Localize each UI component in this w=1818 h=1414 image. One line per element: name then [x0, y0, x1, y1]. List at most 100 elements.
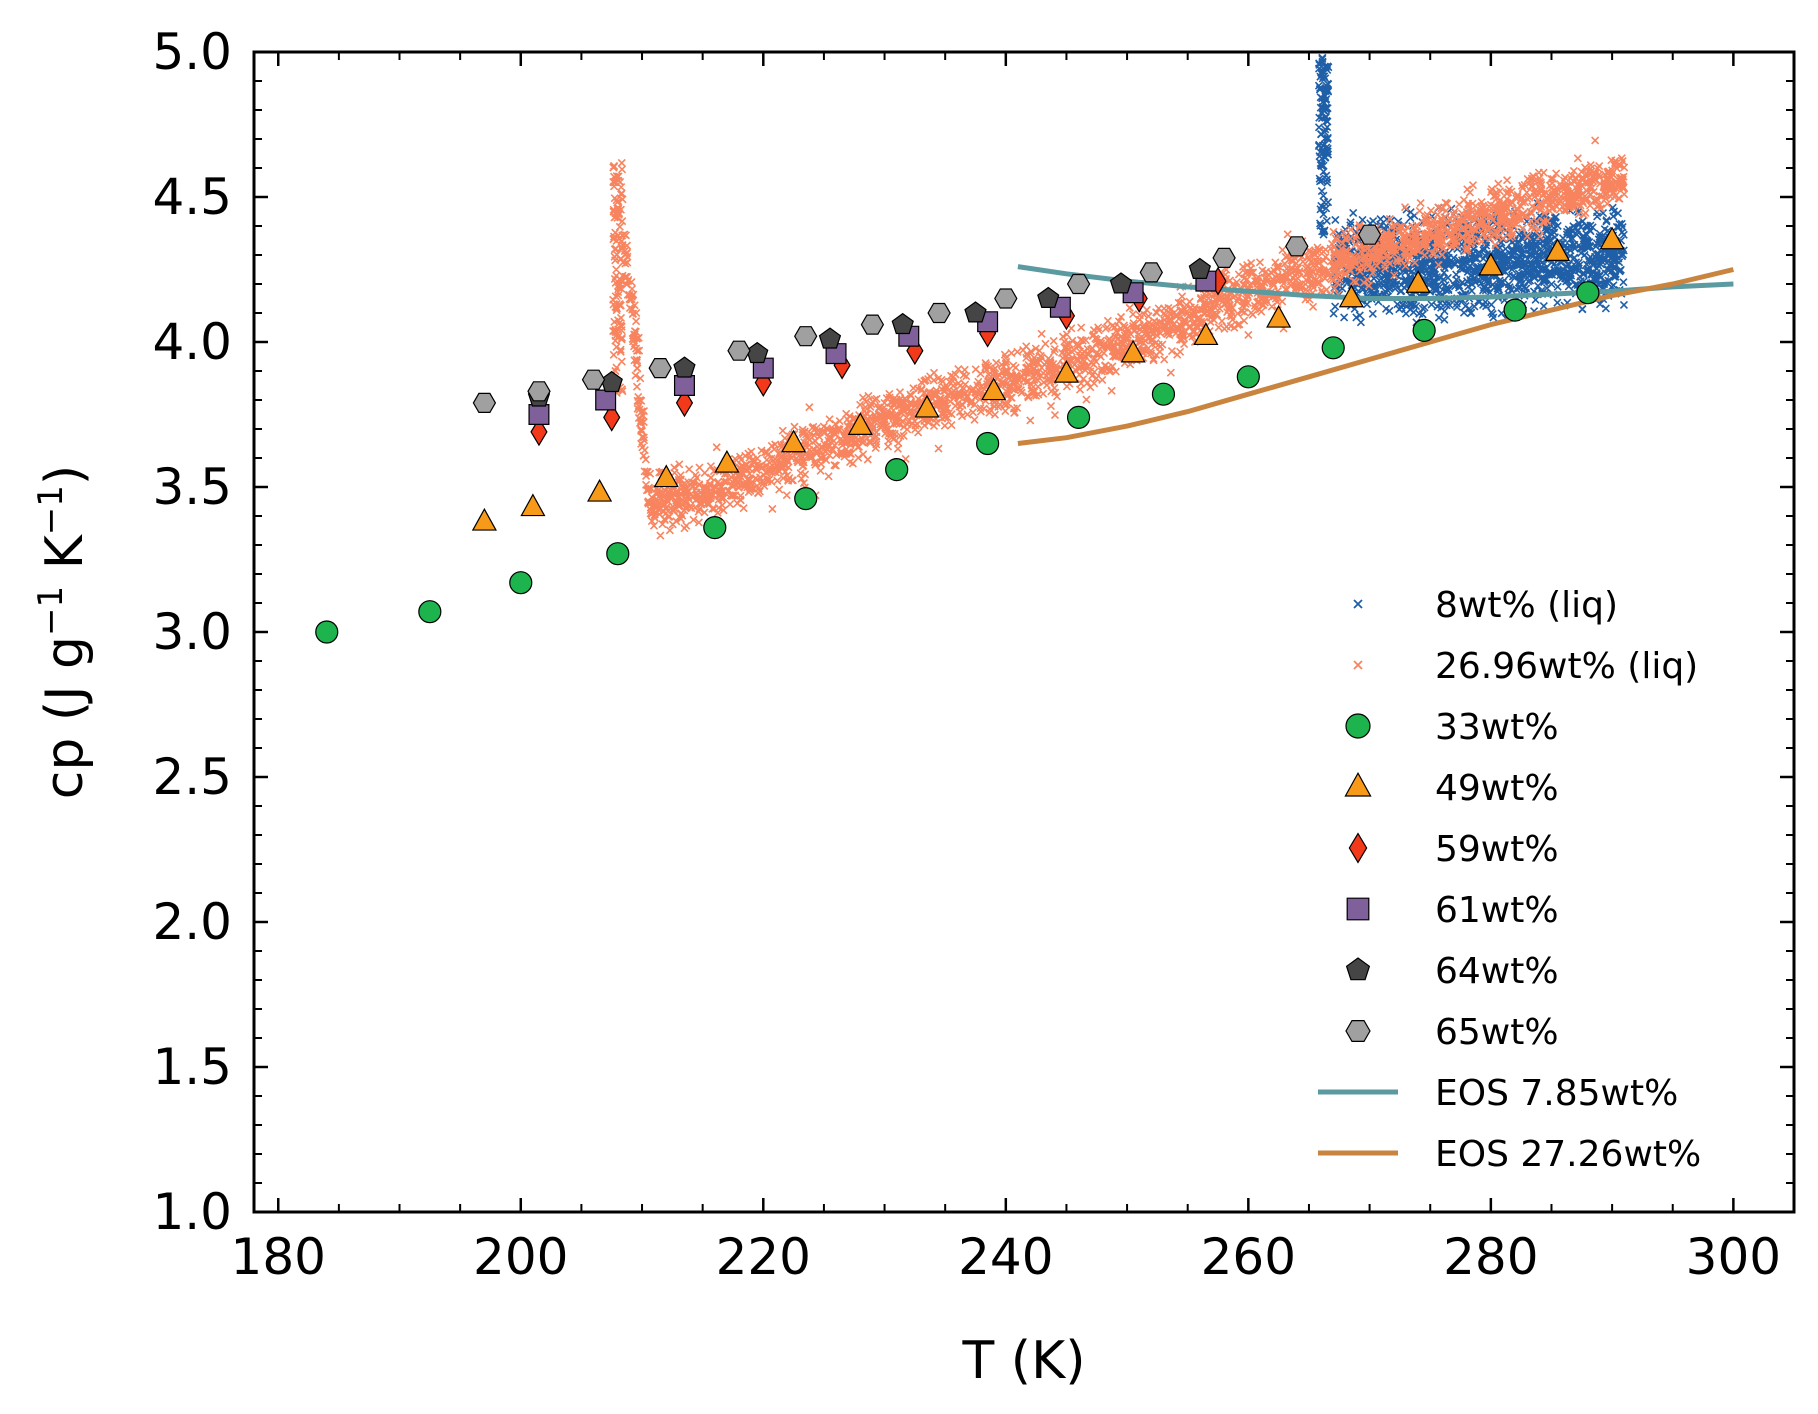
point-circle-0-9 [1151, 382, 1176, 406]
point-pentagon-4-5 [891, 312, 914, 335]
legend-marker-7 [1345, 1020, 1371, 1042]
legend-label-9: EOS 27.26wt% [1435, 1134, 1701, 1175]
point-pentagon-4-1 [600, 370, 623, 393]
x-tick-label-4: 260 [1201, 1228, 1296, 1286]
point-triangle-1-7 [914, 394, 940, 418]
point-circle-0-14 [1576, 281, 1600, 305]
point-hexagon-5-0 [472, 392, 497, 413]
point-diamond-2-1 [603, 403, 621, 432]
point-hexagon-5-13 [1357, 224, 1382, 245]
legend-label-1: 26.96wt% (liq) [1435, 646, 1698, 687]
point-pentagon-4-2 [673, 356, 696, 378]
point-triangle-1-17 [1599, 226, 1625, 250]
x-tick-label-1: 200 [473, 1228, 568, 1286]
y-tick-label-0: 1.0 [152, 1183, 232, 1241]
legend-marker-0 [1353, 599, 1363, 609]
point-triangle-1-11 [1193, 322, 1219, 346]
point-circle-0-5 [794, 487, 818, 511]
y-tick-label-2: 2.0 [152, 893, 232, 951]
legend: 8wt% (liq) 26.96wt% (liq) 33wt% 49wt% 59wt% 6… [1318, 585, 1701, 1175]
y-tick-label-4: 3.0 [152, 603, 232, 661]
plot-area [315, 53, 1734, 644]
point-diamond-2-0 [530, 417, 548, 447]
y-tick-label-7: 4.5 [152, 168, 232, 226]
point-triangle-1-15 [1478, 252, 1504, 276]
point-hexagon-5-10 [1139, 262, 1163, 283]
legend-marker-2 [1345, 713, 1371, 739]
eos-line-1 [1017, 267, 1734, 446]
point-hexagon-5-2 [581, 369, 606, 390]
y-axis-title-exp2: −1 [31, 485, 71, 535]
x-tick-label-0: 180 [231, 1228, 326, 1286]
point-triangle-1-13 [1338, 284, 1364, 308]
legend-marker-5 [1346, 897, 1370, 921]
point-square-3-2 [673, 375, 695, 396]
point-pentagon-4-3 [746, 341, 769, 364]
point-triangle-1-4 [714, 449, 740, 473]
point-hexagon-5-3 [648, 358, 672, 379]
legend-label-5: 61wt% [1435, 890, 1559, 931]
legend-label-4: 59wt% [1435, 829, 1559, 870]
legend-label-7: 65wt% [1435, 1012, 1559, 1053]
point-circle-0-11 [1321, 336, 1345, 360]
point-circle-0-4 [703, 515, 727, 540]
legend-marker-3 [1344, 771, 1372, 797]
point-circle-0-7 [976, 431, 1000, 456]
point-triangle-1-9 [1053, 360, 1080, 383]
point-hexagon-5-1 [527, 381, 551, 402]
x-tick-label-3: 240 [958, 1228, 1053, 1286]
point-triangle-1-16 [1544, 238, 1571, 261]
y-tick-label-8: 5.0 [152, 23, 232, 81]
y-axis-title-suffix: ) [35, 465, 95, 485]
point-square-3-3 [752, 357, 774, 379]
point-hexagon-5-4 [727, 340, 751, 361]
point-diamond-2-2 [675, 388, 694, 418]
point-pentagon-4-6 [964, 301, 987, 323]
y-axis-title-mid: K [35, 533, 95, 586]
point-hexagon-5-9 [1066, 273, 1091, 295]
point-circle-0-10 [1236, 365, 1260, 389]
x-tick-label-2: 220 [716, 1228, 811, 1286]
point-pentagon-4-9 [1188, 257, 1212, 279]
point-pentagon-4-7 [1037, 286, 1060, 308]
point-triangle-1-14 [1405, 270, 1431, 293]
y-tick-label-5: 3.5 [152, 458, 232, 516]
point-hexagon-5-6 [860, 314, 885, 335]
legend-label-3: 49wt% [1435, 768, 1559, 809]
legend-marker-4 [1348, 832, 1368, 864]
point-hexagon-5-5 [794, 326, 818, 347]
point-circle-0-3 [606, 542, 630, 566]
y-axis-title: cp (J g−1 K−1) [31, 465, 95, 799]
point-triangle-1-6 [847, 412, 873, 435]
point-square-3-4 [825, 343, 847, 365]
point-hexagon-5-12 [1285, 236, 1309, 257]
point-triangle-1-2 [587, 478, 613, 502]
x-tick-label-5: 280 [1443, 1228, 1538, 1286]
point-circle-0-13 [1503, 298, 1527, 322]
legend-label-2: 33wt% [1435, 707, 1559, 748]
y-tick-label-1: 1.5 [152, 1038, 232, 1096]
point-triangle-1-5 [781, 429, 807, 453]
point-circle-0-12 [1412, 318, 1436, 342]
y-tick-label-3: 2.5 [152, 748, 232, 806]
legend-label-6: 64wt% [1435, 951, 1559, 992]
point-triangle-1-8 [981, 377, 1007, 401]
point-pentagon-4-4 [818, 327, 842, 349]
liquid-series-1 [609, 136, 1629, 540]
point-triangle-1-0 [471, 507, 497, 531]
point-circle-0-2 [509, 571, 533, 595]
point-hexagon-5-11 [1212, 247, 1236, 268]
point-triangle-1-1 [520, 493, 546, 517]
point-pentagon-4-8 [1109, 272, 1133, 294]
point-circle-0-6 [885, 458, 909, 482]
point-triangle-1-12 [1266, 304, 1292, 328]
point-circle-0-8 [1066, 405, 1091, 429]
legend-marker-1 [1353, 660, 1363, 670]
x-tick-label-6: 300 [1686, 1228, 1781, 1286]
point-triangle-1-3 [653, 464, 679, 488]
y-axis-title-prefix: cp (J g [35, 636, 95, 799]
axis-ticks: 180 200 220 240 260 280 300 1.0 1.5 2.0 2.5 3.0 3.5 4… [152, 23, 1795, 1286]
legend-marker-6 [1345, 957, 1371, 981]
point-square-3-0 [528, 404, 550, 425]
